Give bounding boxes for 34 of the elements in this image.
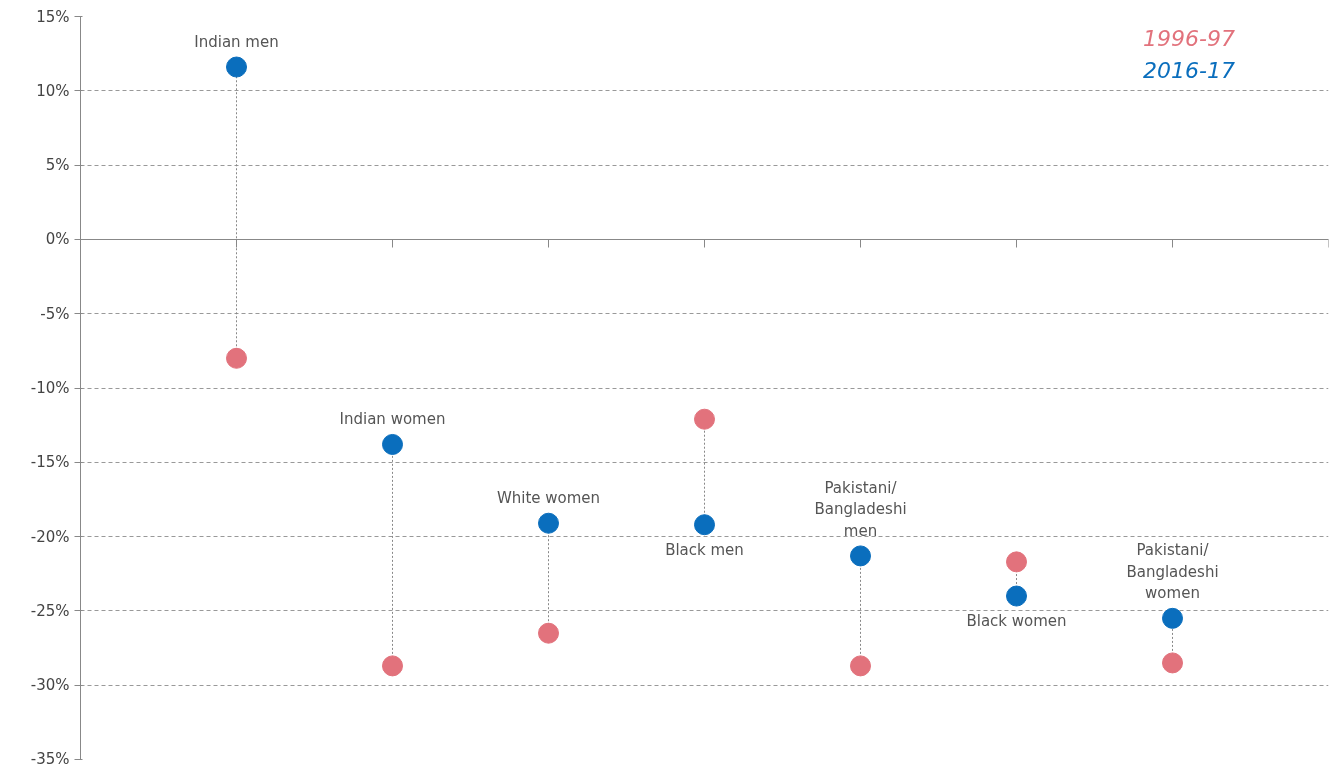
y-tick-label: 10% (36, 81, 70, 100)
text: 1996-97 (1142, 26, 1235, 52)
x-tick-label: Pakistani/Bangladeshi women (1126, 541, 1219, 603)
y-tick-label: -5% (40, 304, 70, 323)
point (382, 433, 403, 455)
y-tick-label: -30% (30, 676, 70, 695)
point (850, 545, 871, 567)
point (538, 622, 559, 644)
point (694, 514, 715, 536)
x-tick-label: White women (496, 489, 601, 508)
point (1006, 551, 1027, 573)
point (1162, 652, 1183, 674)
x-tick-label: Black women (966, 612, 1067, 631)
point (1006, 585, 1027, 607)
y-tick-label: 15% (36, 7, 70, 26)
y-tick-label: -10% (30, 379, 70, 397)
x-tick-label: Pakistani/Bangladeshi men (814, 478, 907, 540)
point (538, 512, 559, 534)
y-tick-label: -15% (30, 453, 70, 472)
point (382, 655, 403, 677)
x-tick-label: Indian men (194, 33, 279, 52)
point (1162, 607, 1183, 629)
text: 2016-17 (1142, 58, 1235, 84)
point (694, 408, 715, 430)
y-tick-label: 5% (45, 156, 70, 175)
point (226, 347, 247, 369)
y-tick-label: -20% (30, 527, 70, 546)
point (226, 56, 247, 78)
y-tick-label: -25% (30, 601, 70, 620)
y-tick-label: -35% (30, 749, 70, 767)
point (850, 655, 871, 677)
x-tick-label: Black men (665, 540, 744, 559)
x-tick-label: Indian women (339, 410, 446, 429)
y-tick-label: 0% (45, 230, 70, 249)
